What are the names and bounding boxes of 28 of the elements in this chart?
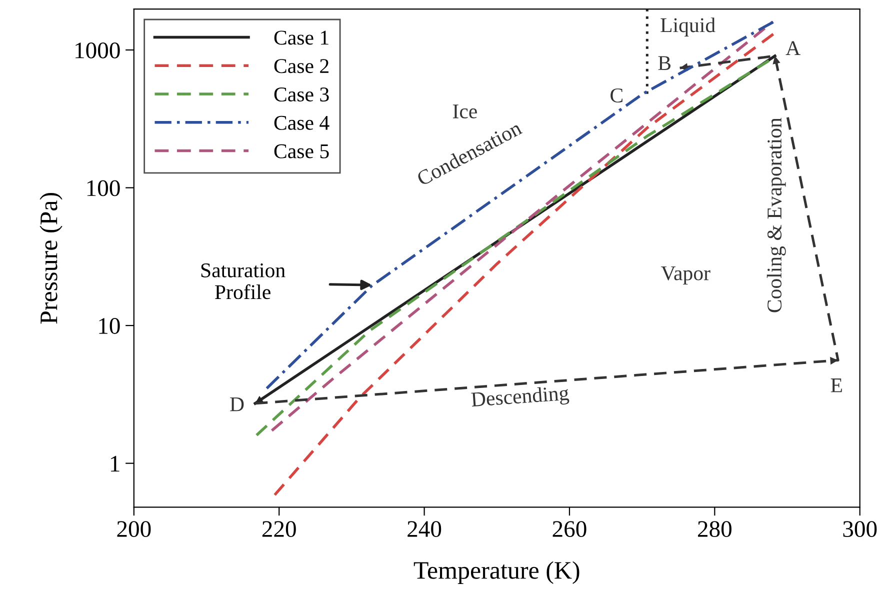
x-axis-title: Temperature (K) [414,561,580,584]
annotation: Descending [470,385,570,411]
annotation: D [230,397,244,412]
annotation: Liquid [660,18,716,36]
legend-label: Case 3 [274,88,329,102]
x-tick-label: 260 [552,521,586,538]
y-tick-label: 1 [110,456,120,472]
x-tick-label: 240 [408,521,442,538]
legend-label: Case 4 [274,116,330,130]
annotation: Cooling & Evaporation [766,118,786,312]
x-tick-label: 220 [262,521,296,538]
legend-label: Case 2 [274,59,328,74]
annotation: A [786,41,800,55]
annotation: Ice [452,104,477,118]
annotation: Vapor [660,266,710,285]
x-tick-label: 200 [117,521,151,538]
x-tick-label: 300 [843,521,877,538]
annotation: E [830,378,842,392]
annotation: Saturation Profile [201,263,286,300]
x-tick-label: 280 [698,521,732,538]
annotation: C [610,88,622,102]
y-tick-label: 100 [87,180,120,196]
legend-label: Case 1 [274,30,328,45]
annotation: B [658,56,671,70]
legend-label: Case 5 [274,144,329,158]
y-axis-title: Pressure (Pa) [40,192,62,324]
y-tick-label: 1000 [76,42,120,58]
y-tick-label: 10 [99,318,120,334]
